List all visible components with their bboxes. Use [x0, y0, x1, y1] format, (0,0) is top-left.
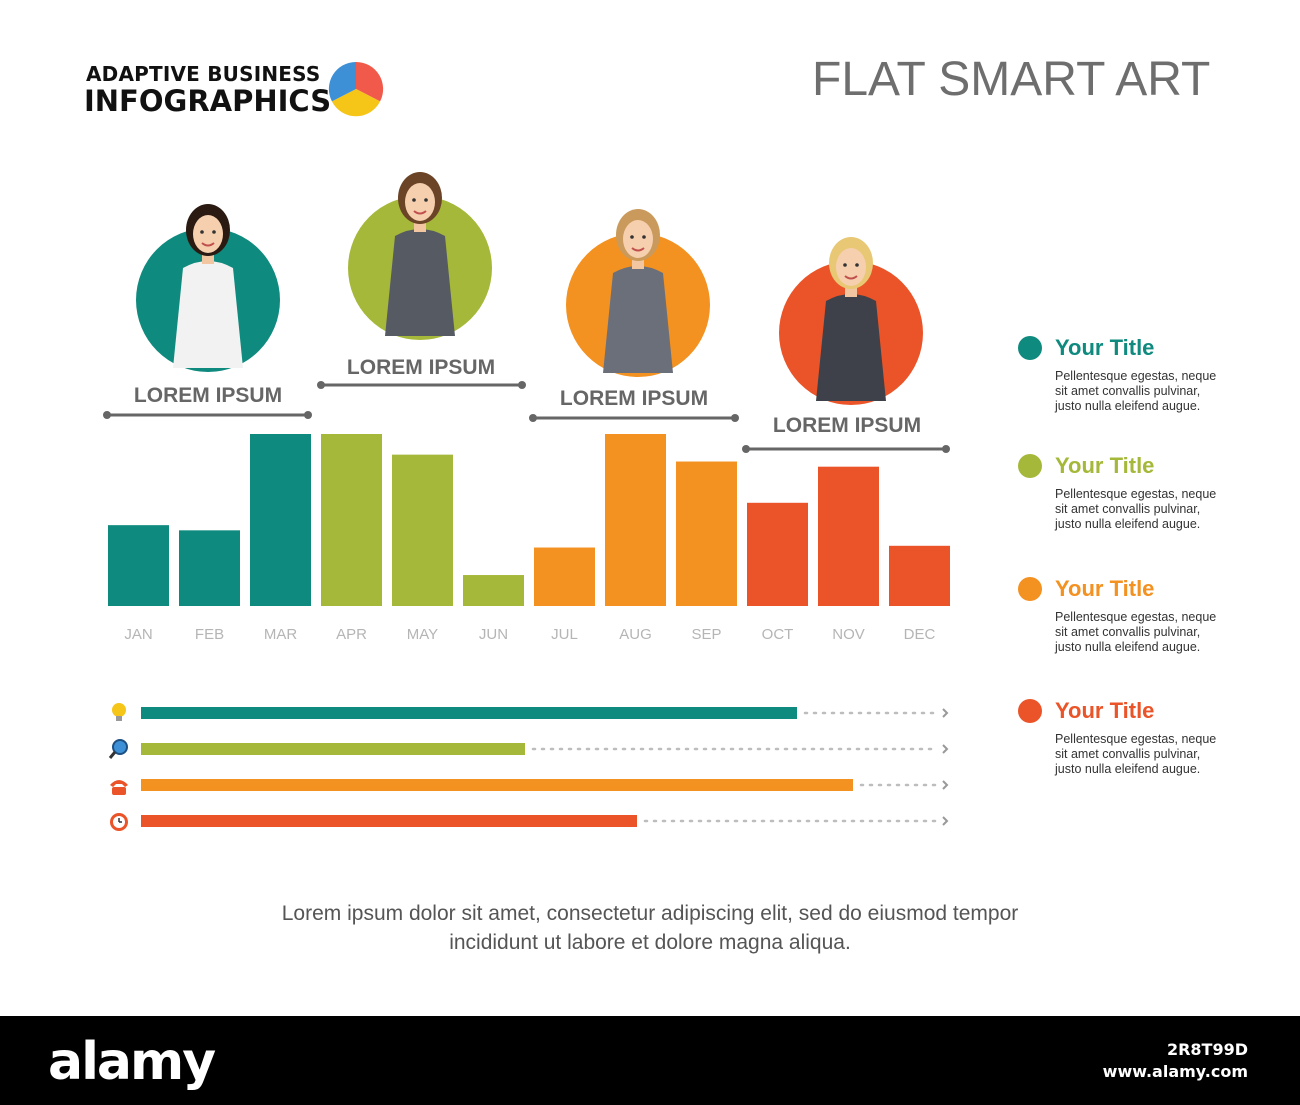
image-id: 2R8T99D — [1166, 1040, 1248, 1059]
person-label: LOREM IPSUM — [346, 356, 496, 379]
person-illustration — [603, 209, 673, 373]
label-bracket — [317, 381, 526, 389]
label-bracket — [742, 445, 950, 453]
bar-apr — [321, 434, 382, 606]
month-label: JUN — [479, 626, 508, 643]
legend-title: Your Title — [1055, 576, 1155, 601]
legend-dot — [1018, 454, 1042, 478]
caption-line2: incididunt ut labore et dolore magna ali… — [449, 931, 851, 954]
person-illustration — [173, 204, 243, 368]
bar-feb — [179, 530, 240, 606]
legend-description: Pellentesque egestas, neque sit amet con… — [1055, 369, 1217, 413]
legend-dot — [1018, 336, 1042, 360]
progress-bar — [141, 815, 637, 827]
bar-jul — [534, 547, 595, 606]
track-arrow — [942, 816, 949, 826]
month-label: MAR — [264, 626, 298, 643]
legend-title: Your Title — [1055, 698, 1155, 723]
month-label: JAN — [124, 626, 152, 643]
bar-sep — [676, 461, 737, 606]
bar-aug — [605, 434, 666, 606]
alarm-clock-icon — [110, 813, 128, 831]
progress-bar — [141, 707, 797, 719]
person-label: LOREM IPSUM — [133, 384, 283, 407]
track-arrow — [942, 744, 949, 754]
watermark-bar — [0, 1016, 1300, 1105]
brand-pie-logo — [328, 61, 384, 117]
bar-may — [392, 454, 453, 606]
month-label: MAY — [407, 626, 438, 643]
label-bracket — [529, 414, 739, 422]
progress-bar — [141, 779, 853, 791]
month-label: DEC — [904, 626, 936, 643]
legend-title: Your Title — [1055, 335, 1155, 360]
bar-oct — [747, 502, 808, 606]
person-label: LOREM IPSUM — [559, 387, 709, 410]
month-label: FEB — [195, 626, 224, 643]
telephone-icon — [110, 780, 128, 795]
lightbulb-icon — [112, 703, 126, 721]
month-label: NOV — [832, 626, 865, 643]
track-arrow — [942, 708, 949, 718]
person-illustration — [385, 172, 455, 336]
watermark-site: www.alamy.com — [1102, 1062, 1248, 1081]
legend-description: Pellentesque egestas, neque sit amet con… — [1055, 732, 1217, 776]
progress-bar — [141, 743, 525, 755]
bar-nov — [818, 466, 879, 606]
label-bracket — [103, 411, 312, 419]
month-label: OCT — [762, 626, 794, 643]
month-label: JUL — [551, 626, 578, 643]
page-title: FLAT SMART ART — [812, 53, 1211, 106]
legend-dot — [1018, 577, 1042, 601]
track-arrow — [942, 780, 949, 790]
legend-dot — [1018, 699, 1042, 723]
person-label: LOREM IPSUM — [772, 414, 922, 437]
legend-description: Pellentesque egestas, neque sit amet con… — [1055, 487, 1217, 531]
bar-mar — [250, 434, 311, 606]
month-label: APR — [336, 626, 367, 643]
month-label: AUG — [619, 626, 652, 643]
bar-jun — [463, 575, 524, 606]
bar-dec — [889, 545, 950, 606]
legend-title: Your Title — [1055, 453, 1155, 478]
bar-jan — [108, 525, 169, 606]
caption-line1: Lorem ipsum dolor sit amet, consectetur … — [281, 902, 1019, 925]
month-label: SEP — [691, 626, 721, 643]
alamy-logo: alamy — [48, 1032, 216, 1092]
brand-line1: ADAPTIVE BUSINESS — [86, 62, 321, 86]
chart: JAN FEB MAR APR MAY JUN JUL AUG SEP OCT NOV DEC — [103, 381, 950, 827]
person-illustration — [816, 237, 886, 401]
brand-line2: INFOGRAPHICS — [84, 84, 332, 118]
magnifier-icon — [108, 739, 128, 759]
legend-description: Pellentesque egestas, neque sit amet con… — [1055, 610, 1217, 654]
